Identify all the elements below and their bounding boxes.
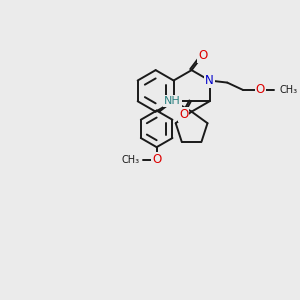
Text: O: O <box>198 49 207 62</box>
Text: O: O <box>256 83 265 96</box>
Text: O: O <box>152 153 161 166</box>
Text: CH₃: CH₃ <box>122 154 140 165</box>
Text: O: O <box>179 108 188 121</box>
Text: NH: NH <box>164 96 181 106</box>
Text: N: N <box>205 74 214 87</box>
Text: CH₃: CH₃ <box>279 85 297 95</box>
